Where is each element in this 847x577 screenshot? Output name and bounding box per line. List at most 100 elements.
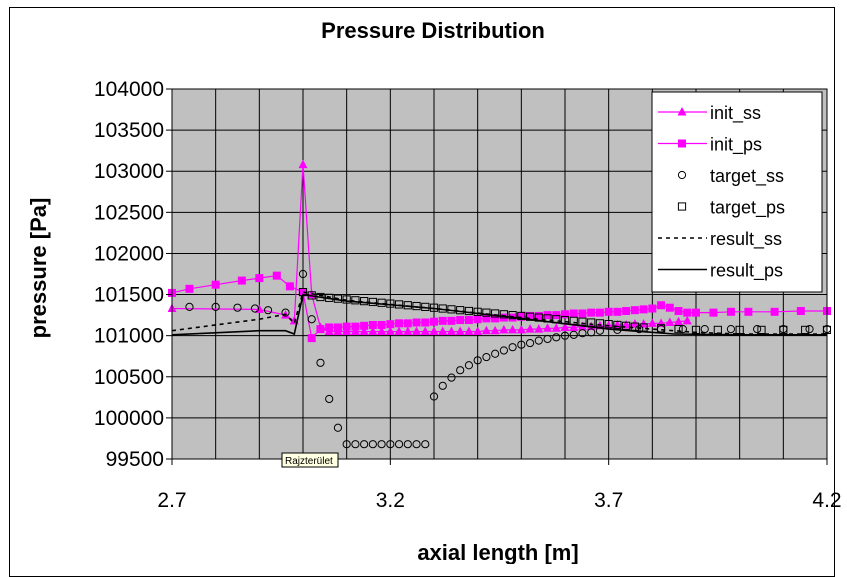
point-init_ps <box>386 320 395 329</box>
point-target_ss <box>421 440 430 449</box>
point-init_ss <box>516 324 526 334</box>
point-target_ss <box>394 440 404 449</box>
point-init_ps <box>569 309 578 318</box>
point-target_ss <box>753 324 762 334</box>
y-tick-label: 101500 <box>94 284 164 307</box>
point-init_ss <box>359 326 369 336</box>
point-init_ps <box>456 316 465 325</box>
legend-item-init_ss: init_ss <box>658 103 761 124</box>
legend-item-init_ps: init_ps <box>658 135 762 156</box>
series-target_ss <box>185 269 831 449</box>
point-init_ps <box>796 307 805 315</box>
y-tick-label: 103500 <box>94 119 164 142</box>
point-init_ps <box>421 318 430 327</box>
point-target_ss <box>250 304 260 313</box>
point-init_ss <box>394 326 404 336</box>
point-init_ss <box>674 316 684 326</box>
y-tick-label: 99500 <box>106 448 164 471</box>
point-init_ps <box>517 312 526 321</box>
point-target_ss <box>333 423 343 432</box>
point-target_ss <box>587 328 596 337</box>
point-init_ps <box>552 311 561 320</box>
axes-layer: 99500 100000 100500 101000 101500 102000 10250… <box>94 78 842 512</box>
series-result_ss <box>171 291 827 335</box>
point-target_ps <box>587 318 596 327</box>
point-target_ps <box>674 324 683 334</box>
point-init_ps <box>578 309 587 318</box>
point-target_ss <box>464 361 474 370</box>
point-target_ps <box>508 311 517 320</box>
chart-title: Pressure Distribution <box>321 18 545 43</box>
point-init_ps <box>368 320 377 329</box>
point-init_ss <box>342 326 352 336</box>
point-init_ps <box>657 301 666 310</box>
y-tick-label: 101000 <box>94 325 164 348</box>
point-target_ss <box>412 440 421 449</box>
point-init_ps <box>438 316 447 325</box>
point-init_ps <box>272 271 281 280</box>
point-target_ps <box>656 324 666 333</box>
point-init_ss <box>377 326 387 336</box>
point-init_ps <box>648 304 657 313</box>
legend-box <box>651 91 823 293</box>
point-init_ps <box>639 305 648 314</box>
point-target_ps <box>525 312 535 321</box>
series-target_ps <box>298 287 831 335</box>
point-init_ps <box>316 325 325 334</box>
point-init_ss <box>412 326 422 336</box>
point-init_ss <box>464 326 474 336</box>
y-tick-label: 100000 <box>94 407 164 430</box>
point-init_ps <box>595 308 604 317</box>
point-init_ss <box>385 326 395 336</box>
point-init_ps <box>534 311 543 320</box>
point-target_ps <box>757 325 766 335</box>
point-target_ss <box>211 302 220 311</box>
tooltip-box <box>281 452 339 468</box>
point-init_ss <box>368 326 378 336</box>
point-init_ss <box>490 325 500 335</box>
point-init_ps <box>255 274 264 283</box>
point-target_ss <box>307 315 316 324</box>
point-target_ss <box>517 340 526 349</box>
line-result_ps <box>171 293 827 336</box>
x-tick-label: 2.7 <box>157 489 186 512</box>
point-target_ss <box>543 334 552 344</box>
series-result_ps <box>171 293 827 336</box>
point-init_ps <box>351 322 360 331</box>
point-target_ss <box>438 381 447 390</box>
point-init_ps <box>526 311 535 320</box>
point-target_ps <box>735 325 744 335</box>
point-target_ps <box>394 300 404 309</box>
y-tick-label: 102000 <box>94 242 164 265</box>
point-init_ps <box>630 306 639 315</box>
point-target_ss <box>552 333 561 342</box>
series-layer <box>168 159 831 449</box>
point-target_ps <box>630 322 639 331</box>
point-init_ps <box>587 308 596 317</box>
point-init_ss <box>481 325 491 335</box>
legend-marker <box>677 107 687 116</box>
legend-label: result_ps <box>710 261 783 282</box>
point-init_ps <box>285 282 294 291</box>
point-init_ps <box>473 315 482 324</box>
legend-marker <box>678 139 686 148</box>
y-axis-title: pressure [Pa] <box>26 198 51 339</box>
legend-label: target_ss <box>710 166 784 187</box>
point-init_ss <box>665 317 675 327</box>
y-tick-label: 104000 <box>94 78 164 101</box>
point-init_ss <box>350 326 360 336</box>
point-target_ss <box>316 358 325 367</box>
point-target_ss <box>403 440 412 449</box>
point-init_ss <box>682 315 692 325</box>
point-init_ps <box>211 280 220 289</box>
point-init_ps <box>307 334 316 343</box>
point-init_ss <box>499 324 509 334</box>
tooltip-text: Rajzterület <box>285 456 333 467</box>
point-target_ps <box>499 310 508 319</box>
point-target_ps <box>595 319 605 328</box>
point-init_ps <box>342 322 351 331</box>
point-init_ss <box>438 326 448 336</box>
point-init_ps <box>325 323 334 332</box>
point-init_ss <box>446 326 456 336</box>
y-tick-label: 102500 <box>94 201 164 224</box>
